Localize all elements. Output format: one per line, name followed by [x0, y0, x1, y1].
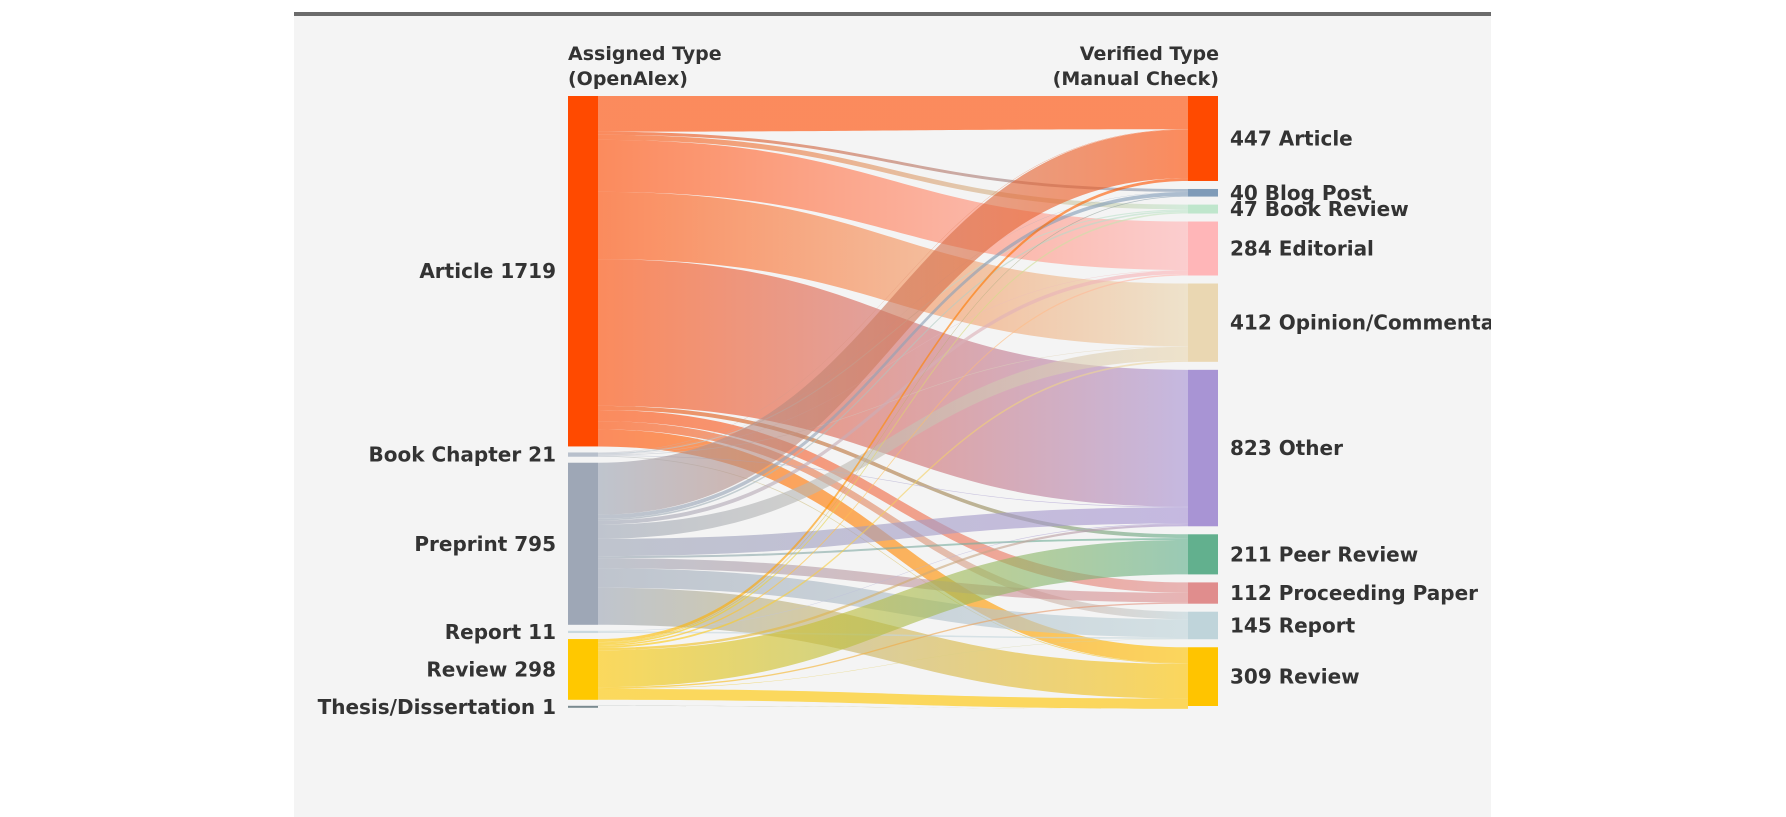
flow-preprint-to-other — [598, 507, 1188, 557]
right-column-title-line1: Verified Type — [1080, 43, 1219, 65]
nodes-layer — [568, 96, 1218, 708]
right-node-report — [1188, 611, 1218, 640]
flow-preprint-to-bookreview — [598, 210, 1188, 521]
left-node-report — [568, 630, 598, 634]
flow-review-to-bookreview — [598, 211, 1188, 645]
flow-preprint-to-blog — [598, 192, 1188, 519]
right-node-editorial — [1188, 221, 1218, 276]
left-node-label-report: Report 11 — [445, 620, 556, 644]
flow-review-to-review — [598, 688, 1188, 709]
flow-thesis-to-review — [598, 705, 1188, 709]
right-node-article — [1188, 96, 1218, 181]
right-node-label-review: 309 Review — [1230, 665, 1360, 689]
sankey-diagram: Article 1719 Book Chapter 21 Preprint 795 R… — [318, 43, 1491, 719]
flow-review-to-opinion — [598, 360, 1188, 648]
right-node-opinion — [1188, 283, 1218, 362]
flow-article-to-proc — [598, 409, 1188, 593]
flow-article-to-review — [598, 429, 1188, 664]
right-node-proc — [1188, 582, 1218, 604]
right-node-label-report: 145 Report — [1230, 613, 1356, 637]
flow-review-to-editorial — [598, 274, 1188, 646]
flow-preprint-to-proc — [598, 558, 1188, 603]
flow-preprint-to-peer — [598, 538, 1188, 559]
flow-preprint-to-article — [598, 129, 1188, 515]
right-node-label-article: 447 Article — [1230, 126, 1353, 150]
left-column-title-line1: Assigned Type — [568, 43, 722, 65]
flow-preprint-to-review — [598, 587, 1188, 699]
flow-article-to-blog — [598, 131, 1188, 192]
left-node-label-article: Article 1719 — [419, 259, 556, 283]
flow-bookchapter-to-other — [598, 455, 1188, 508]
flow-report-to-other — [598, 523, 1188, 632]
flow-review-to-article — [598, 178, 1188, 643]
left-node-bookchapter — [568, 452, 598, 457]
right-node-review — [1188, 647, 1218, 706]
right-node-peer — [1188, 534, 1218, 575]
flow-article-to-peer — [598, 405, 1188, 539]
diagram-panel: Article 1719 Book Chapter 21 Preprint 795 R… — [294, 12, 1491, 817]
right-node-bookreview — [1188, 204, 1218, 214]
flow-article-to-bookreview — [598, 134, 1188, 210]
left-node-preprint — [568, 462, 598, 625]
right-node-other — [1188, 369, 1218, 527]
flow-review-to-report — [598, 638, 1188, 689]
right-node-label-blog: 40 Blog Post — [1230, 181, 1372, 205]
right-column-title-line2: (Manual Check) — [1053, 68, 1219, 90]
flow-report-to-report — [598, 631, 1188, 639]
flow-bookchapter-to-editorial — [598, 269, 1188, 455]
left-node-thesis — [568, 705, 598, 708]
flow-article-to-report — [598, 421, 1188, 620]
right-node-label-other: 823 Other — [1230, 436, 1343, 460]
flow-article-to-opinion — [598, 191, 1188, 347]
flows-layer — [598, 96, 1188, 709]
flow-bookchapter-to-review — [598, 455, 1188, 664]
right-node-label-editorial: 284 Editorial — [1230, 237, 1374, 261]
left-node-label-preprint: Preprint 795 — [414, 532, 556, 556]
right-node-label-peer: 211 Peer Review — [1230, 542, 1418, 566]
right-node-label-opinion: 412 Opinion/Commentary — [1230, 311, 1491, 335]
flow-preprint-to-opinion — [598, 346, 1188, 539]
right-node-label-proc: 112 Proceeding Paper — [1230, 581, 1478, 605]
labels-layer: Article 1719 Book Chapter 21 Preprint 795 R… — [318, 126, 1491, 718]
flow-bookchapter-to-article — [598, 129, 1188, 453]
flow-bookchapter-to-opinion — [598, 346, 1188, 456]
flow-review-to-peer — [598, 539, 1188, 688]
flow-article-to-article — [598, 96, 1188, 132]
left-node-label-bookchapter: Book Chapter 21 — [369, 443, 557, 467]
flow-article-to-editorial — [598, 139, 1188, 270]
left-column-title-line2: (OpenAlex) — [568, 68, 688, 90]
left-node-article — [568, 96, 598, 447]
flow-review-to-other — [598, 524, 1188, 651]
left-node-label-thesis: Thesis/Dissertation 1 — [318, 695, 556, 719]
flow-review-to-proc — [598, 602, 1188, 689]
flow-review-to-blog — [598, 195, 1188, 643]
right-node-label-bookreview: 47 Book Review — [1230, 197, 1409, 221]
right-node-blog — [1188, 188, 1218, 197]
flow-preprint-to-editorial — [598, 270, 1188, 525]
left-node-label-review: Review 298 — [426, 657, 556, 681]
flow-article-to-other — [598, 259, 1188, 507]
left-node-review — [568, 639, 598, 700]
